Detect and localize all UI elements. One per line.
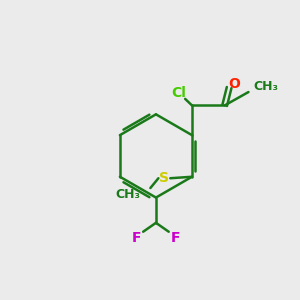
Text: CH₃: CH₃ <box>115 188 140 201</box>
Text: F: F <box>170 231 180 245</box>
Text: S: S <box>159 171 169 185</box>
Text: CH₃: CH₃ <box>253 80 278 93</box>
Text: Cl: Cl <box>171 86 186 100</box>
Text: F: F <box>132 231 141 245</box>
Text: O: O <box>229 77 240 91</box>
